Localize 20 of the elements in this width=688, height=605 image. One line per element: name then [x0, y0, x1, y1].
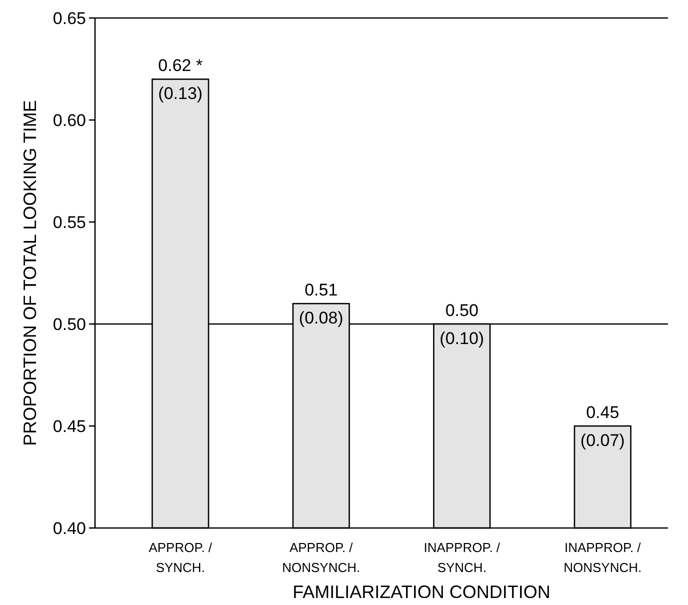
- y-tick-label: 0.50: [52, 314, 86, 334]
- annotation: (0.07): [580, 431, 625, 450]
- y-tick-label: 0.55: [52, 212, 86, 232]
- data-label: 0.50: [445, 301, 478, 320]
- y-axis-title: PROPORTION OF TOTAL LOOKING TIME: [20, 100, 40, 446]
- annotation: (0.10): [440, 329, 484, 348]
- x-tick-label: APPROP. / NONSYNCH.: [282, 540, 360, 575]
- data-label: 0.62 *: [158, 56, 203, 76]
- x-tick-label: INAPPROP. / SYNCH.: [424, 540, 500, 575]
- y-tick-label: 0.40: [52, 518, 86, 538]
- x-tick-label: INAPPROP. / NONSYNCH.: [564, 540, 642, 575]
- data-label: 0.51: [304, 280, 338, 300]
- data-label: 0.45: [586, 403, 620, 422]
- x-axis-title: FAMILIARIZATION CONDITION: [292, 582, 550, 602]
- y-tick-label: 0.45: [52, 416, 86, 436]
- y-tick-label: 0.60: [52, 110, 86, 130]
- annotation: (0.08): [298, 308, 344, 328]
- annotation: (0.13): [158, 84, 203, 104]
- y-tick-label: 0.65: [52, 8, 86, 28]
- x-tick-label: APPROP. / SYNCH.: [148, 540, 212, 575]
